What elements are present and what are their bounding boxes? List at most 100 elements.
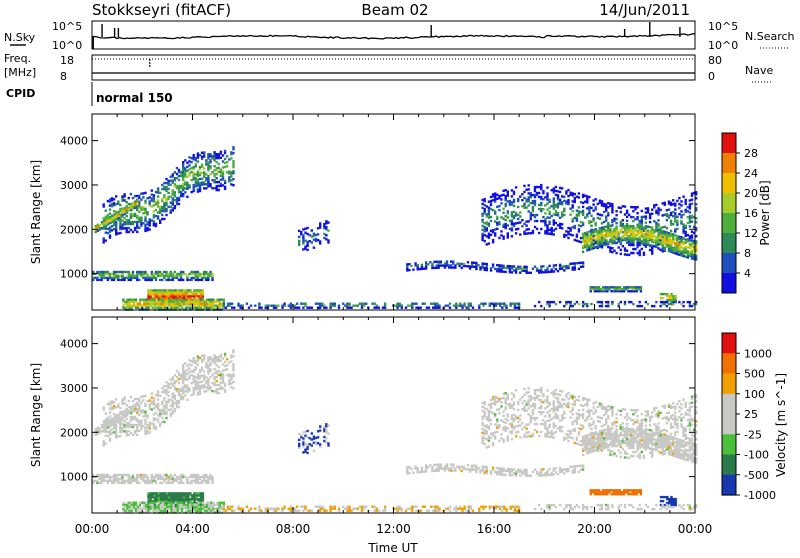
- velocity-cell: [315, 441, 317, 443]
- power-cell: [528, 196, 530, 198]
- velocity-cell: [302, 451, 304, 453]
- power-cell: [473, 266, 475, 268]
- power-cell: [659, 209, 661, 211]
- velocity-cell: [197, 381, 199, 383]
- velocity-cell: [160, 492, 162, 494]
- power-cell: [139, 299, 141, 301]
- power-cell: [294, 305, 296, 307]
- velocity-cell: [202, 492, 204, 494]
- power-cell: [662, 293, 664, 295]
- power-cell: [622, 235, 624, 237]
- velocity-cell: [123, 474, 125, 476]
- power-cell: [208, 299, 210, 301]
- velocity-cell: [168, 502, 170, 504]
- colorbar-segment: [722, 153, 736, 174]
- power-cell: [177, 299, 179, 301]
- power-cell: [302, 303, 304, 305]
- velocity-cell: [436, 506, 438, 508]
- power-cell: [151, 193, 153, 195]
- velocity-cell: [187, 510, 189, 512]
- velocity-cell: [317, 436, 319, 438]
- power-cell: [414, 262, 416, 264]
- power-cell: [548, 233, 550, 235]
- velocity-cell: [155, 480, 157, 482]
- power-cell: [226, 155, 228, 157]
- power-cell: [624, 247, 626, 249]
- power-cell: [615, 252, 617, 254]
- power-cell: [226, 165, 228, 167]
- power-cell: [417, 264, 419, 266]
- power-cell: [454, 264, 456, 266]
- power-cell: [534, 305, 536, 307]
- power-cell: [456, 263, 458, 265]
- velocity-cell: [224, 369, 226, 371]
- power-cell: [413, 303, 415, 305]
- power-cell: [525, 206, 527, 208]
- power-cell: [166, 289, 168, 291]
- power-cell: [165, 279, 167, 281]
- power-cell: [138, 195, 140, 197]
- velocity-cell: [200, 502, 202, 504]
- power-cell: [151, 205, 153, 207]
- power-cell: [113, 202, 115, 204]
- power-cell: [574, 225, 576, 227]
- power-cell: [653, 204, 655, 206]
- power-cell: [220, 183, 222, 185]
- velocity-cell: [510, 506, 512, 508]
- power-cell: [625, 286, 627, 288]
- power-cell: [649, 226, 651, 228]
- power-cell: [179, 299, 181, 301]
- velocity-cell: [152, 510, 154, 512]
- power-cell: [186, 162, 188, 164]
- power-cell: [406, 263, 408, 265]
- power-cell: [653, 245, 655, 247]
- velocity-cell: [317, 442, 319, 444]
- power-cell: [662, 232, 664, 234]
- power-cell: [582, 251, 584, 253]
- power-cell: [670, 293, 672, 295]
- power-cell: [611, 301, 613, 303]
- power-cell: [123, 193, 125, 195]
- power-cell: [197, 188, 199, 190]
- power-cell: [546, 267, 548, 269]
- power-cell: [651, 305, 653, 307]
- velocity-cell: [142, 395, 144, 397]
- power-cell: [528, 228, 530, 230]
- power-cell: [538, 269, 540, 271]
- power-cell: [431, 263, 433, 265]
- power-cell: [528, 204, 530, 206]
- power-cell: [407, 305, 409, 307]
- power-cell: [578, 206, 580, 208]
- power-cell: [551, 227, 553, 229]
- power-cell: [689, 301, 691, 303]
- power-cell: [622, 245, 624, 247]
- power-cell: [584, 201, 586, 203]
- power-cell: [521, 205, 523, 207]
- power-cell: [557, 212, 559, 214]
- velocity-cell: [394, 508, 396, 510]
- power-cell: [634, 233, 636, 235]
- velocity-cell: [202, 502, 204, 504]
- power-cell: [536, 268, 538, 270]
- velocity-cell: [134, 478, 136, 480]
- power-cell: [544, 212, 546, 214]
- power-cell: [119, 232, 121, 234]
- velocity-cell: [174, 478, 176, 480]
- velocity-cell: [107, 420, 109, 422]
- power-cell: [188, 172, 190, 174]
- power-cell: [119, 279, 121, 281]
- velocity-cell: [172, 476, 174, 478]
- power-cell: [516, 303, 518, 305]
- power-cell: [275, 305, 277, 307]
- power-cell: [638, 286, 640, 288]
- power-cell: [513, 265, 515, 267]
- power-cell: [618, 303, 620, 305]
- velocity-cell: [281, 508, 283, 510]
- power-cell: [588, 234, 590, 236]
- velocity-cell: [163, 389, 165, 391]
- power-cell: [528, 210, 530, 212]
- power-cell: [598, 286, 600, 288]
- power-cell: [458, 263, 460, 265]
- power-cell: [195, 289, 197, 291]
- velocity-cell: [157, 474, 159, 476]
